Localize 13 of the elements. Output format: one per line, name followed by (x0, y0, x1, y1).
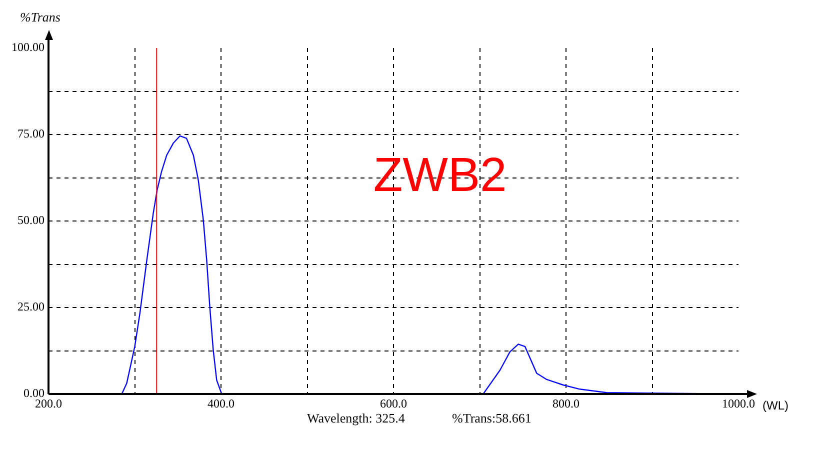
x-tick-label: 800.0 (552, 396, 580, 410)
y-tick-label: 50.00 (18, 213, 44, 228)
x-tick-label: 400.0 (208, 396, 234, 410)
x-tick-label: 1000.0 (722, 396, 755, 410)
y-tick-label: 25.00 (18, 300, 44, 314)
x-tick-label: 600.0 (380, 396, 407, 410)
text: %Trans:58.661 (452, 410, 532, 426)
y-axis-title: %Trans (20, 9, 60, 24)
y-tick-label: 75.00 (18, 126, 44, 141)
y-tick-label: 100.00 (12, 40, 44, 54)
text: ZWB2 (373, 149, 507, 202)
x-axis-title: (WL) (762, 398, 788, 412)
text: Wavelength: 325.4 (307, 410, 406, 426)
